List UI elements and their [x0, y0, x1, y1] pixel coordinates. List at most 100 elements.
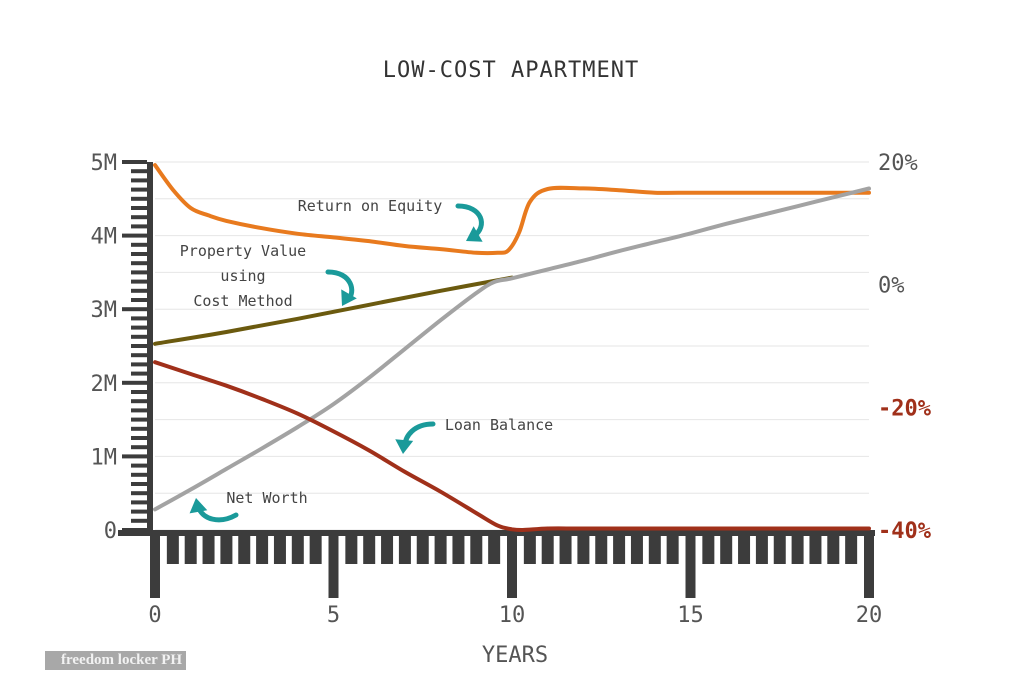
bottom-axis-major-tick: [864, 536, 874, 598]
bottom-axis-major-tick: [150, 536, 160, 598]
bottom-axis-minor-tick: [416, 536, 429, 564]
left-axis-minor-tick: [131, 316, 147, 321]
right-axis-tick-label: 0%: [878, 274, 905, 299]
left-axis-minor-tick: [131, 482, 147, 486]
left-axis-minor-tick: [131, 491, 147, 496]
left-axis-minor-tick: [131, 445, 147, 450]
left-axis-minor-tick: [131, 408, 147, 413]
grid: [155, 161, 869, 531]
left-axis-minor-tick: [131, 417, 147, 422]
loan-balance-line: [153, 360, 871, 533]
annotation-arrows: [189, 203, 484, 523]
left-axis-minor-tick: [131, 518, 147, 523]
left-axis-minor-tick: [131, 390, 147, 394]
arrow-property-value-head: [341, 289, 357, 306]
return-on-equity-line: [153, 163, 871, 256]
right-axis-tick-label: 20%: [878, 151, 918, 176]
bottom-axis-minor-tick: [470, 536, 483, 564]
left-axis-minor-tick: [131, 463, 147, 468]
bottom-axis-minor-tick: [630, 536, 643, 564]
bottom-axis-minor-tick: [827, 536, 840, 564]
arrow-net-worth: [189, 498, 239, 523]
x-axis-tick-label: 15: [677, 603, 704, 628]
annotation-net-worth: Net Worth: [226, 489, 307, 507]
bottom-axis-minor-tick: [238, 536, 251, 564]
bottom-axis-minor-tick: [202, 536, 215, 564]
left-axis-major-tick: [122, 380, 147, 385]
left-axis-minor-tick: [131, 426, 147, 431]
left-axis-minor-tick: [131, 353, 147, 358]
arrow-return-on-equity-head: [466, 226, 483, 242]
left-axis-minor-tick: [131, 215, 147, 220]
bottom-axis-minor-tick: [809, 536, 822, 564]
x-axis-tick-labels: 0 5 10 15 20: [148, 603, 882, 628]
arrow-return-on-equity-shaft: [455, 203, 484, 239]
bottom-axis-minor-tick: [755, 536, 768, 564]
arrow-loan-balance: [395, 421, 436, 454]
watermark-logo: freedom locker PH: [45, 651, 187, 670]
left-axis-major-tick: [122, 454, 147, 459]
annotations: Return on Equity Property Value using Cost …: [180, 197, 553, 507]
chart-title: LOW-COST APARTMENT: [383, 58, 639, 83]
left-axis-minor-tick: [131, 298, 147, 302]
left-axis-minor-tick: [131, 252, 147, 256]
left-axis-minor-tick: [131, 169, 147, 174]
right-axis-tick-label: -40%: [878, 519, 932, 544]
bottom-axis-minor-tick: [791, 536, 804, 564]
left-axis-bar: [147, 162, 153, 530]
bottom-axis-minor-tick: [184, 536, 197, 564]
left-axis-major-tick: [122, 160, 147, 164]
bottom-axis-minor-tick: [773, 536, 786, 564]
bottom-axis-minor-tick: [702, 536, 715, 564]
arrow-property-value: [325, 269, 357, 306]
left-axis-major-tick: [122, 233, 147, 238]
bottom-axis-minor-tick: [720, 536, 733, 564]
left-axis-ruler: [122, 160, 153, 532]
x-axis-tick-label: 20: [856, 603, 883, 628]
bottom-axis-minor-tick: [273, 536, 286, 564]
annotation-return-on-equity: Return on Equity: [298, 197, 443, 215]
left-axis-minor-tick: [131, 279, 147, 284]
x-axis-tick-label: 5: [327, 603, 340, 628]
annotation-loan-balance: Loan Balance: [445, 416, 553, 434]
bottom-axis-minor-tick: [666, 536, 679, 564]
left-axis-minor-tick: [131, 178, 147, 183]
bottom-axis-minor-tick: [398, 536, 411, 564]
bottom-axis-minor-tick: [381, 536, 394, 564]
bottom-axis-minor-tick: [363, 536, 376, 564]
bottom-axis-minor-tick: [541, 536, 554, 564]
left-axis-tick-label: 0: [104, 519, 117, 544]
arrow-return-on-equity: [455, 203, 484, 242]
x-axis-tick-label: 0: [148, 603, 161, 628]
bottom-axis-minor-tick: [166, 536, 179, 564]
arrow-net-worth-head: [189, 498, 208, 514]
bottom-axis-minor-tick: [220, 536, 233, 564]
left-axis-tick-label: 2M: [91, 372, 118, 397]
net-worth-line: [153, 186, 871, 512]
left-axis-minor-tick: [131, 270, 147, 275]
bottom-axis-minor-tick: [309, 536, 322, 564]
left-axis-minor-tick: [131, 325, 147, 330]
annotation-property-value: using: [220, 267, 265, 285]
left-axis-tick-label: 4M: [91, 225, 118, 250]
bottom-axis-bar: [118, 530, 875, 536]
left-axis-tick-label: 3M: [91, 298, 118, 323]
left-axis-tick-label: 5M: [91, 151, 118, 176]
left-axis-tick-label: 1M: [91, 445, 118, 470]
left-axis-minor-tick: [131, 509, 147, 514]
x-axis-tick-label: 10: [499, 603, 526, 628]
bottom-axis-minor-tick: [434, 536, 447, 564]
bottom-axis-major-tick: [507, 536, 517, 598]
annotation-property-value: Property Value: [180, 242, 306, 260]
left-axis-minor-tick: [131, 242, 147, 247]
bottom-axis-minor-tick: [738, 536, 751, 564]
bottom-axis-ruler: [118, 530, 875, 598]
left-axis-minor-tick: [131, 334, 147, 339]
left-axis-tick-labels: 0 1M 2M 3M 4M 5M: [91, 151, 118, 544]
left-axis-minor-tick: [131, 196, 147, 201]
arrow-loan-balance-head: [395, 439, 414, 454]
property-value-line: [153, 275, 514, 346]
bottom-axis-minor-tick: [488, 536, 501, 564]
left-axis-minor-tick: [131, 472, 147, 477]
